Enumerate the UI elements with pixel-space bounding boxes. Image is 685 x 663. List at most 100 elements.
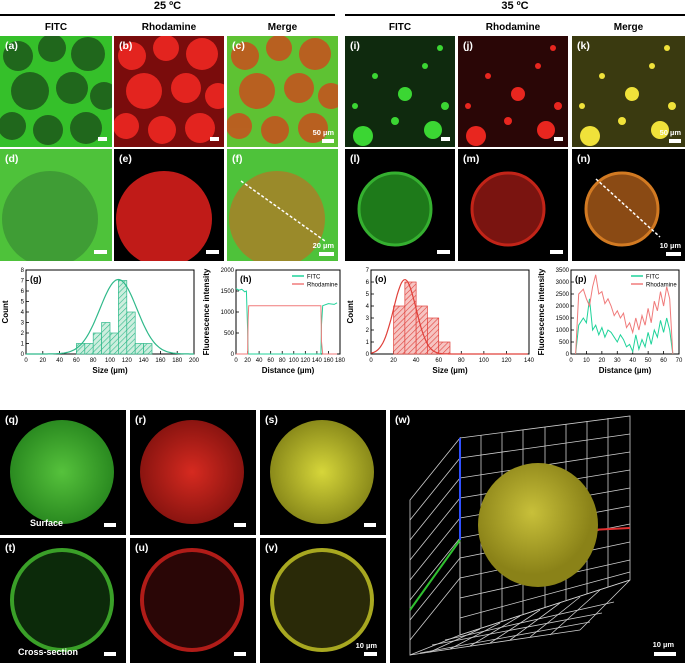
header-rule-right [345, 14, 685, 16]
y-tick-label: 5 [21, 300, 25, 306]
chart-g-histogram: 0 20 40 60 80 100 120 140 160 180 200 0 1 2 3 4 5 6 7 8 Size… [1, 268, 200, 375]
micrograph-s: (s) [260, 410, 386, 535]
x-tick-label: 200 [189, 358, 200, 364]
micrograph-b: (b) [114, 36, 224, 147]
col-title-fitc-35: FITC [388, 22, 412, 33]
micrograph-d: (d) [0, 149, 112, 261]
x-tick-label: 120 [501, 358, 512, 364]
x-tick-label: 140 [524, 358, 535, 364]
x-tick-label: 0 [24, 358, 28, 364]
histogram-bar [134, 343, 144, 355]
y-tick-label: 4 [21, 310, 25, 316]
x-tick-label: 140 [312, 358, 323, 364]
micrograph-q: (q) Surface [0, 410, 126, 535]
scale-bar-r [234, 523, 246, 527]
header-25c: 25 ºC [153, 0, 182, 12]
x-tick-label: 60 [267, 358, 274, 364]
x-tick-label: 70 [676, 358, 683, 364]
scale-text-c: 50 µm [312, 128, 334, 137]
chart-o-histogram: 0 20 40 60 80 100 120 140 0 1 2 3 4 5 6 7 Size (µm) Count… [346, 268, 535, 375]
histogram-bar [92, 332, 102, 355]
micrograph-f: (f) 20 µm [227, 149, 338, 261]
x-tick-label: 120 [122, 358, 133, 364]
x-tick-label: 100 [479, 358, 490, 364]
panel-label-v: (v) [265, 542, 278, 554]
y-tick-label: 6 [21, 289, 25, 295]
micrograph-a: (a) [0, 36, 112, 147]
scale-text-w: 10 µm [652, 640, 674, 649]
x-axis-label: Distance (µm) [262, 366, 315, 375]
x-tick-label: 80 [90, 358, 97, 364]
overlay-surface: Surface [30, 518, 64, 528]
x-tick-label: 20 [390, 358, 397, 364]
fit-curve [370, 278, 528, 355]
x-tick-label: 180 [335, 358, 345, 364]
scale-bar-n [666, 252, 681, 256]
histogram-bar [84, 343, 94, 355]
y-tick-label: 4 [366, 304, 370, 310]
micrograph-j: (j) [458, 36, 568, 147]
y-tick-label: 1 [21, 342, 25, 348]
panel-label-q: (q) [5, 414, 19, 426]
panel-label-m: (m) [463, 153, 480, 165]
x-tick-label: 60 [435, 358, 442, 364]
x-axis-label: Distance (µm) [599, 366, 652, 375]
x-tick-label: 160 [155, 358, 166, 364]
scale-text-f: 20 µm [312, 241, 334, 250]
y-tick-label: 1500 [221, 289, 235, 295]
y-tick-label: 3 [21, 321, 25, 327]
panel-label-s: (s) [265, 414, 278, 426]
scale-bar-e [206, 250, 219, 254]
scale-text-v: 10 µm [355, 641, 377, 650]
scale-text-k: 50 µm [659, 128, 681, 137]
panel-label-r: (r) [135, 414, 147, 426]
x-tick-label: 180 [172, 358, 183, 364]
scale-bar-k [669, 139, 681, 143]
panel-label-d: (d) [5, 153, 19, 165]
x-tick-label: 80 [279, 358, 286, 364]
x-tick-label: 20 [39, 358, 46, 364]
scale-bar-i [441, 137, 450, 141]
panel-label-b: (b) [119, 40, 133, 52]
micrograph-e: (e) [114, 149, 224, 261]
scale-bar-v [364, 652, 377, 656]
col-title-merge-25: Merge [267, 22, 298, 33]
y-tick-label: 1000 [221, 310, 235, 316]
y-tick-label: 2000 [556, 304, 570, 310]
scale-bar-q [104, 523, 116, 527]
y-tick-label: 3000 [556, 280, 570, 286]
x-tick-label: 60 [660, 358, 667, 364]
histogram-bar [438, 341, 451, 355]
x-tick-label: 40 [256, 358, 263, 364]
micrograph-m: (m) [458, 149, 568, 261]
micrograph-v: (v) 10 µm [260, 538, 386, 663]
panel-label: (g) [30, 274, 42, 284]
y-tick-label: 2000 [221, 268, 235, 274]
x-tick-label: 60 [73, 358, 80, 364]
panel-label-a: (a) [5, 40, 18, 52]
y-tick-label: 2500 [556, 292, 570, 298]
series-line-rhodamine [575, 274, 674, 355]
col-title-rhodamine-35: Rhodamine [485, 22, 541, 33]
scale-bar-w [654, 652, 676, 656]
legend-label-rhodamine: Rhodamine [307, 283, 338, 289]
y-tick-label: 3500 [556, 268, 570, 274]
y-tick-label: 0 [231, 352, 235, 358]
x-tick-label: 160 [323, 358, 334, 364]
y-tick-label: 3 [366, 316, 370, 322]
series-line-fitc [575, 298, 674, 355]
x-tick-label: 100 [289, 358, 300, 364]
y-tick-label: 5 [366, 292, 370, 298]
x-tick-label: 0 [369, 358, 373, 364]
x-tick-label: 20 [244, 358, 251, 364]
y-tick-label: 8 [21, 268, 25, 274]
y-tick-label: 1000 [556, 328, 570, 334]
panel-label-c: (c) [232, 40, 245, 52]
x-tick-label: 50 [645, 358, 652, 364]
panel-label-u: (u) [135, 542, 149, 554]
y-axis-label: Fluorescence intensity [202, 268, 211, 355]
series-line-rhodamine [236, 305, 338, 355]
y-tick-label: 0 [21, 352, 25, 358]
micrograph-i: (i) [345, 36, 455, 147]
x-tick-label: 0 [234, 358, 238, 364]
